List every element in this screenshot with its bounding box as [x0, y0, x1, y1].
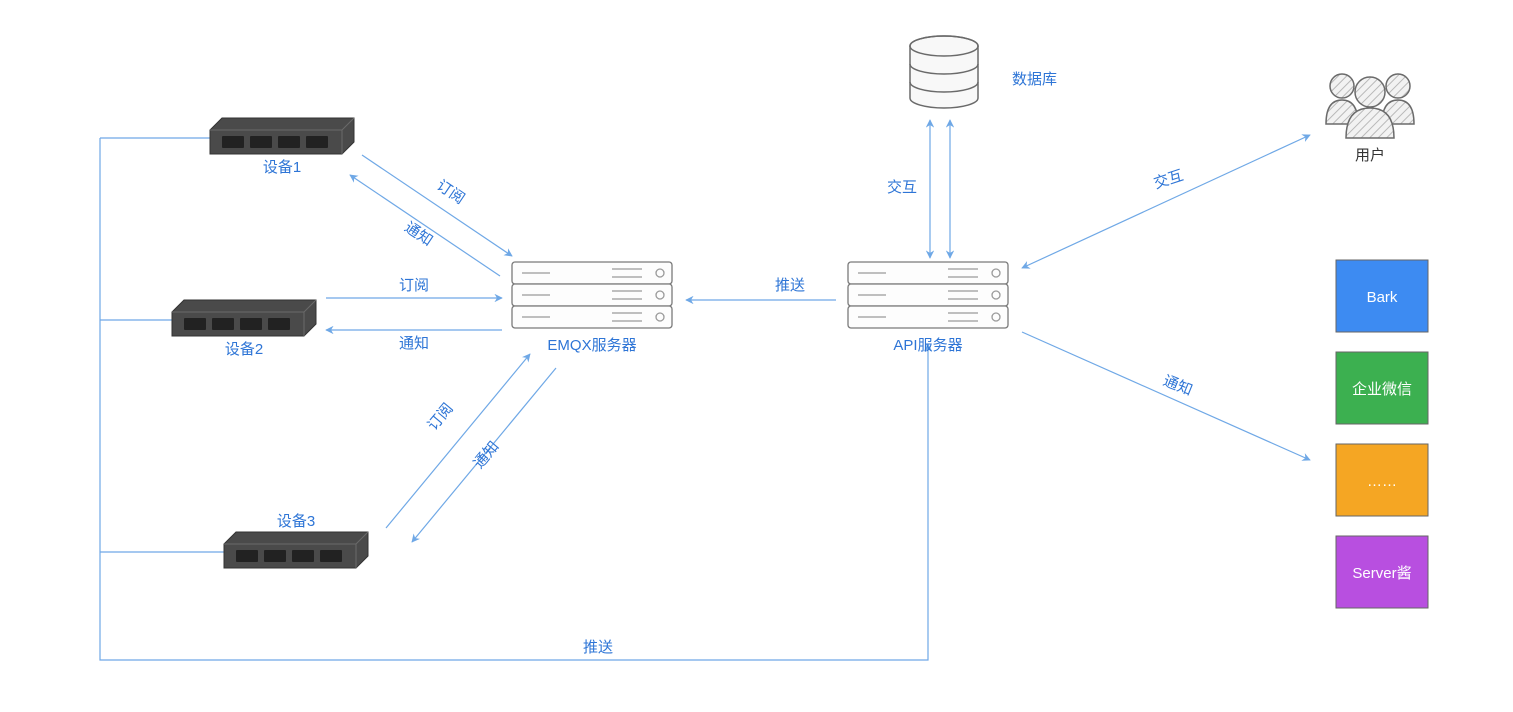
users-node: 用户: [1326, 74, 1414, 164]
emqx-node: EMQX服务器: [512, 262, 672, 354]
bark-node: Bark: [1336, 260, 1428, 332]
device2-node: 设备2: [172, 300, 316, 358]
sj-label: Server酱: [1352, 565, 1411, 582]
edge-d1-sub: [362, 155, 512, 256]
label-d2-notify: 通知: [399, 335, 429, 352]
edge-api-notify: [1022, 332, 1310, 460]
architecture-diagram: 订阅 通知 订阅 通知 订阅 通知 推送 交互 交互 通知 推送 设备1 设备2: [0, 0, 1513, 712]
edge-dev-push: [100, 158, 928, 660]
device3-node: 设备3: [224, 513, 368, 568]
edge-d3-sub: [386, 354, 530, 528]
device1-node: 设备1: [210, 118, 354, 176]
emqx-label: EMQX服务器: [547, 337, 636, 354]
api-node: API服务器: [848, 262, 1008, 354]
more-node: ……: [1336, 444, 1428, 516]
db-node: 数据库: [910, 36, 1057, 108]
bark-label: Bark: [1367, 289, 1398, 306]
label-d3-sub: 订阅: [424, 400, 456, 434]
label-db: 交互: [887, 178, 917, 196]
edge-labels: 订阅 通知 订阅 通知 订阅 通知 推送 交互 交互 通知 推送: [399, 166, 1195, 656]
wecom-label: 企业微信: [1352, 380, 1412, 398]
label-users: 交互: [1151, 166, 1185, 192]
edge-api-users: [1022, 135, 1310, 268]
device1-label: 设备1: [263, 159, 301, 176]
api-label: API服务器: [893, 337, 962, 354]
db-label: 数据库: [1012, 71, 1057, 88]
device3-label: 设备3: [277, 513, 315, 530]
wecom-node: 企业微信: [1336, 352, 1428, 424]
edges: [100, 120, 1310, 660]
label-d2-sub: 订阅: [399, 277, 429, 294]
label-d1-sub: 订阅: [433, 177, 467, 208]
serverjiang-node: Server酱: [1336, 536, 1428, 608]
device2-label: 设备2: [225, 341, 263, 358]
label-push: 推送: [775, 277, 805, 294]
more-label: ……: [1367, 473, 1397, 490]
label-d3-notify: 通知: [470, 438, 502, 472]
users-label: 用户: [1355, 147, 1385, 164]
label-d1-notify: 通知: [401, 219, 435, 250]
label-dev-push: 推送: [583, 639, 613, 656]
edge-d1-notify: [350, 175, 500, 276]
